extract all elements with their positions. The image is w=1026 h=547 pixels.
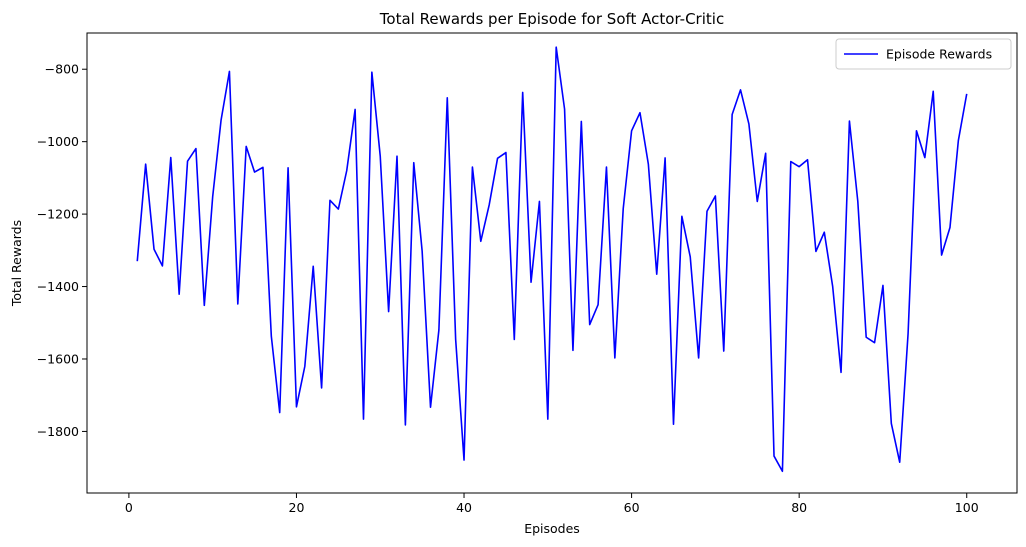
x-axis-title: Episodes: [524, 521, 580, 536]
x-tick-label: 20: [289, 500, 305, 515]
series-line-episode-rewards: [136, 46, 968, 473]
y-tick-label: −800: [45, 62, 79, 77]
plot-area: [86, 32, 1018, 494]
y-tick-label: −1800: [37, 424, 79, 439]
x-tick-label: 0: [125, 500, 133, 515]
plot-frame: [86, 32, 1018, 494]
legend-box: [835, 38, 1012, 70]
legend: Episode Rewards: [835, 38, 1012, 70]
y-tick-label: −1400: [37, 279, 79, 294]
chart-title: Total Rewards per Episode for Soft Actor…: [379, 10, 724, 28]
x-tick-label: 100: [955, 500, 979, 515]
x-axis: 0 20 40 60 80 100: [125, 493, 979, 515]
x-tick-label: 60: [624, 500, 640, 515]
y-tick-label: −1200: [37, 207, 79, 222]
x-tick-label: 40: [456, 500, 472, 515]
y-axis: −1800 −1600 −1400 −1200 −1000 −800: [37, 62, 87, 439]
y-axis-title: Total Rewards: [9, 220, 24, 307]
x-tick-label: 80: [791, 500, 807, 515]
y-tick-label: −1600: [37, 351, 79, 366]
y-tick-label: −1000: [37, 134, 79, 149]
legend-label-episode-rewards: Episode Rewards: [886, 47, 992, 62]
